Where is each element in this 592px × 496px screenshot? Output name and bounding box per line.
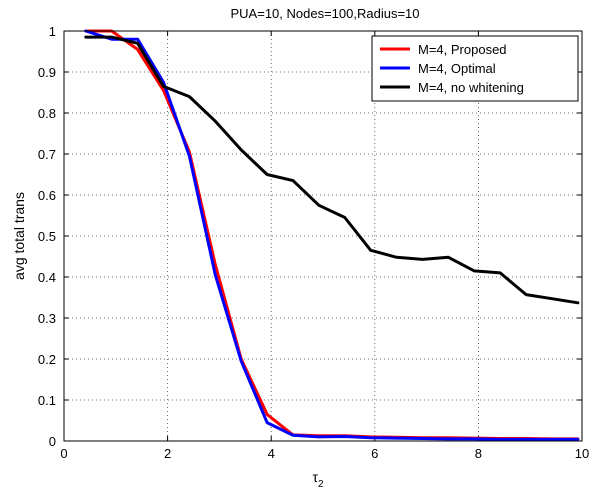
plot-frame: [63, 30, 583, 442]
y-tick-label: 0.8: [38, 106, 56, 121]
y-tick-label: 0.4: [38, 270, 56, 285]
series-line-2: [84, 29, 580, 441]
y-tick-label: 0: [49, 434, 56, 449]
y-tick-label: 0.7: [38, 147, 56, 162]
y-tick-label: 0.9: [38, 65, 56, 80]
x-tick-label: 4: [268, 446, 275, 461]
y-axis-label: avg total trans: [11, 192, 27, 280]
legend-label-1: M=4, Proposed: [418, 42, 507, 57]
x-tick-label: 8: [475, 446, 482, 461]
x-axis-label: τ2: [312, 469, 324, 490]
y-tick-label: 0.2: [38, 352, 56, 367]
x-tick-label: 6: [371, 446, 378, 461]
x-axis-label-subscript: 2: [318, 479, 324, 490]
y-tick-label: 0.5: [38, 229, 56, 244]
legend-label-3: M=4, no whitening: [418, 80, 524, 95]
series-line-3: [84, 35, 580, 305]
x-tick-label: 10: [575, 446, 589, 461]
x-tick-label: 2: [164, 446, 171, 461]
y-tick-label: 0.6: [38, 188, 56, 203]
legend: M=4, Proposed M=4, Optimal M=4, no whiteni…: [371, 35, 579, 102]
chart-title: PUA=10, Nodes=100,Radius=10: [231, 6, 420, 21]
x-tick-label: 0: [60, 446, 67, 461]
y-tick-label: 0.1: [38, 393, 56, 408]
y-tick-label: 1: [49, 24, 56, 39]
legend-label-2: M=4, Optimal: [418, 61, 496, 76]
x-axis-label-symbol: τ: [312, 469, 318, 485]
y-tick-label: 0.3: [38, 311, 56, 326]
